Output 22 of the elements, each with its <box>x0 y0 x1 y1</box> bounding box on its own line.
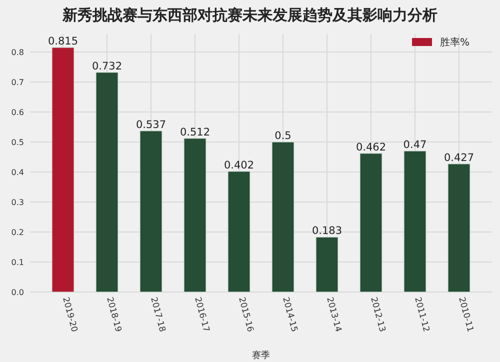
y-tick-label: 0.4 <box>11 168 24 177</box>
y-tick-label: 0.8 <box>11 48 24 57</box>
data-label: 0.512 <box>180 126 210 138</box>
y-tick-label: 0.7 <box>11 78 24 87</box>
data-label: 0.537 <box>136 118 166 131</box>
data-label: 0.427 <box>444 152 474 164</box>
data-label: 0.815 <box>48 36 78 48</box>
chart-title: 新秀挑战赛与东西部对抗赛未来发展趋势及其影响力分析 <box>62 6 438 24</box>
y-tick-label: 0.0 <box>11 288 24 297</box>
data-label: 0.732 <box>92 60 122 72</box>
y-tick-label: 0.6 <box>11 108 24 117</box>
y-tick-label: 0.2 <box>11 228 24 237</box>
data-label: 0.183 <box>312 225 342 238</box>
y-tick-label: 0.1 <box>11 258 24 267</box>
data-label: 0.47 <box>403 139 427 151</box>
x-axis-title: 赛季 <box>252 350 270 361</box>
y-tick-label: 0.3 <box>11 198 24 207</box>
data-label: 0.462 <box>356 141 386 154</box>
data-label: 0.402 <box>224 159 254 172</box>
legend-label: 胜率% <box>440 36 470 48</box>
data-label: 0.5 <box>274 130 292 142</box>
y-tick-label: 0.5 <box>11 138 24 147</box>
